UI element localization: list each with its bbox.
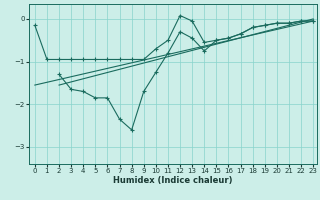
X-axis label: Humidex (Indice chaleur): Humidex (Indice chaleur) — [113, 176, 233, 185]
